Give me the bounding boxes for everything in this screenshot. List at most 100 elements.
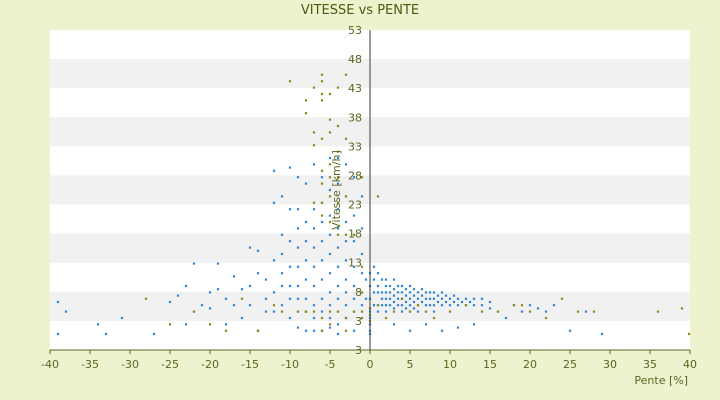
data-point [440, 329, 444, 332]
data-point [216, 288, 220, 291]
data-point [312, 208, 316, 211]
data-point [408, 297, 412, 300]
data-point [440, 297, 444, 300]
data-point [320, 99, 324, 102]
data-point [120, 316, 124, 320]
data-point [288, 208, 292, 211]
data-point [452, 300, 456, 304]
data-point [328, 176, 332, 179]
data-point [560, 297, 564, 300]
x-tick-label: 15 [483, 358, 497, 371]
data-point [412, 307, 416, 310]
data-point [312, 131, 316, 134]
data-point [184, 284, 188, 288]
data-point [432, 310, 436, 313]
data-point [400, 284, 404, 288]
data-point [360, 195, 364, 198]
data-point [592, 310, 596, 313]
data-point [372, 291, 376, 294]
data-point [344, 329, 348, 332]
y-tick-label: 53 [348, 24, 362, 37]
data-point [344, 278, 348, 281]
data-point [184, 323, 188, 326]
data-point [344, 233, 348, 236]
data-point [304, 99, 308, 102]
data-point [272, 304, 276, 307]
data-point [200, 304, 204, 307]
data-point [280, 195, 284, 198]
data-point [396, 284, 400, 288]
data-point [472, 304, 476, 307]
data-point [536, 307, 540, 310]
data-point [392, 310, 396, 313]
data-point [432, 291, 436, 294]
data-point [404, 300, 408, 304]
data-point [328, 323, 332, 326]
data-point [256, 272, 260, 275]
data-point [248, 284, 252, 288]
data-point [384, 310, 388, 313]
data-point [360, 316, 364, 320]
data-point [472, 323, 476, 326]
data-point [440, 304, 444, 307]
data-point [328, 195, 332, 198]
data-point [520, 304, 524, 307]
data-point [320, 169, 324, 172]
data-point [360, 265, 364, 268]
data-point [312, 227, 316, 230]
data-point [336, 323, 340, 326]
data-point [336, 182, 340, 185]
y-tick-label: 13 [348, 257, 362, 270]
data-point [392, 300, 396, 304]
data-point [408, 310, 412, 313]
x-tick-label: 5 [407, 358, 414, 371]
data-point [456, 304, 460, 307]
data-point [344, 220, 348, 224]
data-point [396, 304, 400, 307]
data-point [312, 246, 316, 249]
data-point [320, 182, 324, 185]
y-tick-label: 33 [348, 140, 362, 153]
data-point [328, 233, 332, 236]
data-point [192, 310, 196, 313]
data-point [304, 240, 308, 243]
data-point [396, 291, 400, 294]
data-point [384, 297, 388, 300]
data-point [428, 304, 432, 307]
data-points [56, 73, 691, 336]
data-point [320, 137, 324, 140]
data-point [312, 201, 316, 204]
data-point [452, 294, 456, 297]
data-point [328, 92, 332, 96]
data-point [264, 310, 268, 313]
data-point [336, 156, 340, 160]
y-tick-label: 43 [348, 82, 362, 95]
data-point [360, 272, 364, 275]
data-point [416, 297, 420, 300]
data-point [320, 240, 324, 243]
data-point [296, 265, 300, 268]
y-tick-label: 18 [348, 228, 362, 241]
data-point [436, 294, 440, 297]
data-point [216, 262, 220, 265]
data-point [344, 316, 348, 320]
data-point [320, 278, 324, 281]
y-tick-label: 3 [355, 315, 362, 328]
x-tick-label: 25 [563, 358, 577, 371]
data-point [328, 214, 332, 217]
data-point [680, 307, 684, 310]
data-point [328, 316, 332, 320]
data-point [312, 304, 316, 307]
data-point [328, 310, 332, 313]
data-point [344, 291, 348, 294]
data-point [328, 220, 332, 224]
data-point [312, 329, 316, 332]
y-tick-label: 8 [355, 286, 362, 299]
data-point [420, 300, 424, 304]
data-point [468, 300, 472, 304]
data-point [376, 195, 380, 198]
data-point [352, 176, 356, 179]
data-point [152, 332, 156, 336]
data-point [312, 163, 316, 166]
